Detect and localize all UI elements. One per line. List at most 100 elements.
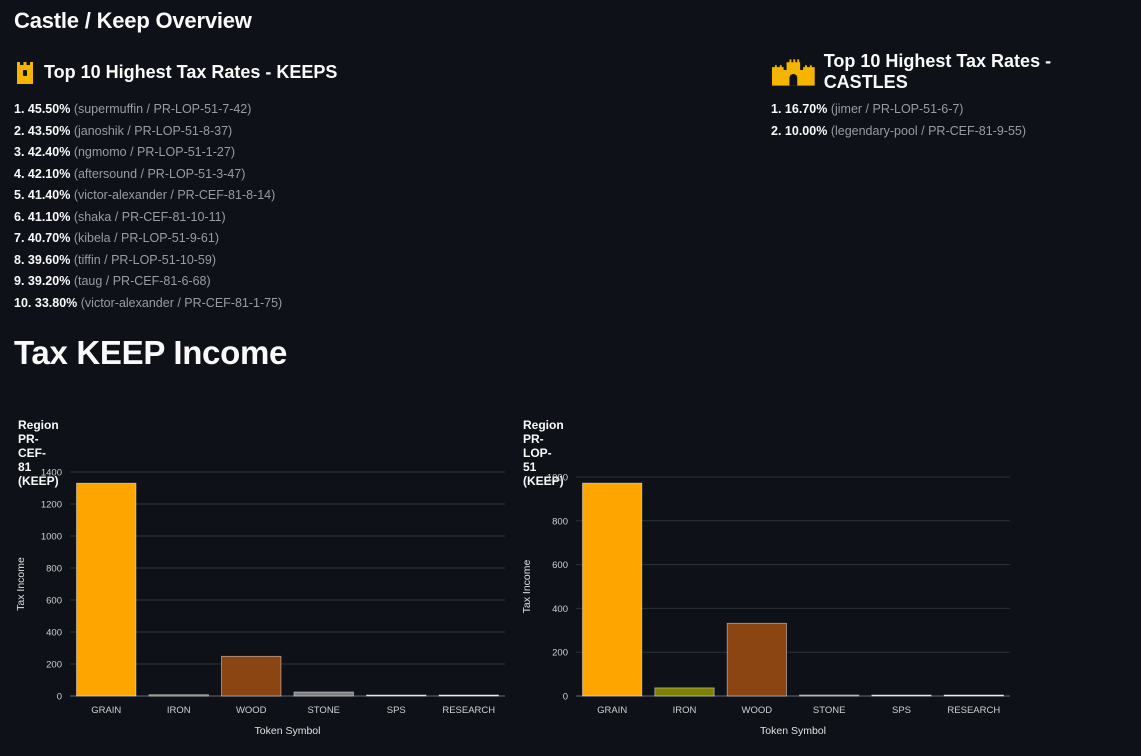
rank-number: 5. [14, 188, 25, 202]
bar-grain[interactable] [582, 482, 643, 697]
bar-iron[interactable] [654, 687, 715, 697]
tax-rate: 39.60% [27, 252, 71, 267]
tax-rate: 41.10% [27, 209, 71, 224]
y-tick-label: 1000 [547, 473, 568, 484]
y-tick-label: 0 [57, 692, 62, 703]
tax-rate: 16.70% [784, 102, 828, 116]
rank-item: 10. 33.80% (victor-alexander / PR-CEF-81… [14, 296, 614, 318]
bar-chart-lop-51: 0 200 400 600 800 1000 GRAIN IRON WOOD STONE SPS RE… [521, 473, 1010, 737]
income-section-title: Tax KEEP Income [14, 334, 288, 371]
rank-number: 4. [14, 166, 25, 181]
x-tick-label: SPS [387, 705, 406, 716]
rank-item: 1. 45.50% (supermuffin / PR-LOP-51-7-42) [14, 102, 614, 124]
x-tick-label: WOOD [236, 705, 267, 716]
owner-region: (aftersound / PR-LOP-51-3-47) [73, 166, 246, 181]
owner-region: (victor-alexander / PR-CEF-81-8-14) [73, 188, 276, 202]
y-tick-label: 1200 [41, 500, 62, 511]
y-tick-label: 200 [46, 660, 62, 671]
x-tick-label: STONE [307, 705, 340, 716]
castles-section: Top 10 Highest Tax Rates - CASTLES 1. 16… [771, 51, 1131, 145]
x-tick-label: RESEARCH [947, 705, 1000, 716]
x-tick-label: SPS [892, 705, 911, 716]
owner-region: (kibela / PR-LOP-51-9-61) [73, 231, 220, 245]
y-tick-label: 400 [46, 628, 62, 639]
owner-region: (ngmomo / PR-LOP-51-1-27) [73, 145, 235, 159]
owner-region: (jimer / PR-LOP-51-6-7) [830, 102, 964, 116]
rank-item: 2. 10.00% (legendary-pool / PR-CEF-81-9-… [771, 124, 1131, 146]
castle-icon [771, 59, 815, 86]
y-axis-title: Tax Income [15, 557, 27, 611]
tax-rate: 43.50% [27, 123, 71, 138]
bar-stone[interactable] [293, 691, 354, 697]
tax-rate: 10.00% [784, 123, 828, 138]
bar-iron[interactable] [148, 694, 209, 697]
tax-rate: 41.40% [27, 188, 71, 202]
rank-number: 7. [14, 231, 25, 245]
bar-wood[interactable] [726, 622, 787, 697]
rank-number: 1. [14, 102, 25, 116]
x-tick-label: GRAIN [91, 705, 121, 716]
page-title: Castle / Keep Overview [14, 8, 252, 33]
rank-item: 8. 39.60% (tiffin / PR-LOP-51-10-59) [14, 253, 614, 275]
owner-region: (janoshik / PR-LOP-51-8-37) [73, 123, 233, 138]
x-tick-label: GRAIN [597, 705, 627, 716]
y-tick-label: 1400 [41, 468, 62, 479]
bar-grain[interactable] [76, 482, 137, 697]
keeps-title: Top 10 Highest Tax Rates - KEEPS [44, 61, 338, 82]
bar-sps[interactable] [871, 694, 932, 697]
tax-rate: 42.10% [27, 166, 71, 181]
keep-tower-icon [17, 62, 33, 84]
owner-region: (supermuffin / PR-LOP-51-7-42) [73, 102, 252, 116]
x-tick-label: STONE [813, 705, 846, 716]
rank-number: 3. [14, 145, 25, 159]
y-tick-label: 0 [563, 692, 568, 703]
tax-rate: 33.80% [34, 295, 78, 310]
x-tick-label: IRON [673, 705, 697, 716]
rank-item: 9. 39.20% (taug / PR-CEF-81-6-68) [14, 274, 614, 296]
rank-item: 7. 40.70% (kibela / PR-LOP-51-9-61) [14, 231, 614, 253]
x-axis-title: Token Symbol [255, 725, 321, 737]
y-tick-label: 400 [552, 604, 568, 615]
y-axis-title: Tax Income [521, 560, 533, 614]
owner-region: (taug / PR-CEF-81-6-68) [73, 274, 211, 288]
owner-region: (tiffin / PR-LOP-51-10-59) [73, 252, 216, 267]
bar-stone[interactable] [799, 694, 860, 697]
bar-research[interactable] [943, 694, 1004, 697]
chart-title: Region PR-CEF-81 (KEEP) [18, 418, 59, 488]
tax-rate: 42.40% [27, 145, 71, 159]
x-tick-label: WOOD [742, 705, 773, 716]
rank-item: 3. 42.40% (ngmomo / PR-LOP-51-1-27) [14, 145, 614, 167]
y-tick-label: 1000 [41, 532, 62, 543]
rank-item: 2. 43.50% (janoshik / PR-LOP-51-8-37) [14, 124, 614, 146]
bar-wood[interactable] [221, 655, 282, 697]
owner-region: (shaka / PR-CEF-81-10-11) [73, 209, 226, 224]
rank-number: 6. [14, 209, 25, 224]
y-tick-label: 800 [46, 564, 62, 575]
keeps-list: 1. 45.50% (supermuffin / PR-LOP-51-7-42)… [14, 102, 614, 317]
rank-item: 4. 42.10% (aftersound / PR-LOP-51-3-47) [14, 167, 614, 189]
tax-rate: 40.70% [27, 231, 71, 245]
castles-header: Top 10 Highest Tax Rates - CASTLES [771, 51, 1131, 92]
x-tick-label: RESEARCH [442, 705, 495, 716]
y-tick-label: 600 [552, 560, 568, 571]
x-axis-title: Token Symbol [760, 725, 826, 737]
rank-item: 6. 41.10% (shaka / PR-CEF-81-10-11) [14, 210, 614, 232]
tax-rate: 39.20% [27, 274, 71, 288]
rank-number: 2. [14, 123, 25, 138]
castles-list: 1. 16.70% (jimer / PR-LOP-51-6-7) 2. 10.0… [771, 102, 1131, 145]
bar-sps[interactable] [366, 694, 427, 697]
chart-title: Region PR-LOP-51 (KEEP) [523, 418, 564, 488]
rank-number: 9. [14, 274, 25, 288]
owner-region: (victor-alexander / PR-CEF-81-1-75) [80, 295, 283, 310]
rank-number: 10. [14, 295, 32, 310]
rank-number: 8. [14, 252, 25, 267]
x-tick-label: IRON [167, 705, 191, 716]
castles-title: Top 10 Highest Tax Rates - CASTLES [823, 51, 1052, 92]
keeps-header: Top 10 Highest Tax Rates - KEEPS [14, 58, 614, 86]
bar-research[interactable] [438, 694, 499, 697]
rank-number: 1. [771, 102, 782, 116]
y-tick-label: 200 [552, 648, 568, 659]
y-tick-label: 800 [552, 516, 568, 527]
rank-item: 5. 41.40% (victor-alexander / PR-CEF-81-… [14, 188, 614, 210]
tax-rate: 45.50% [27, 102, 71, 116]
